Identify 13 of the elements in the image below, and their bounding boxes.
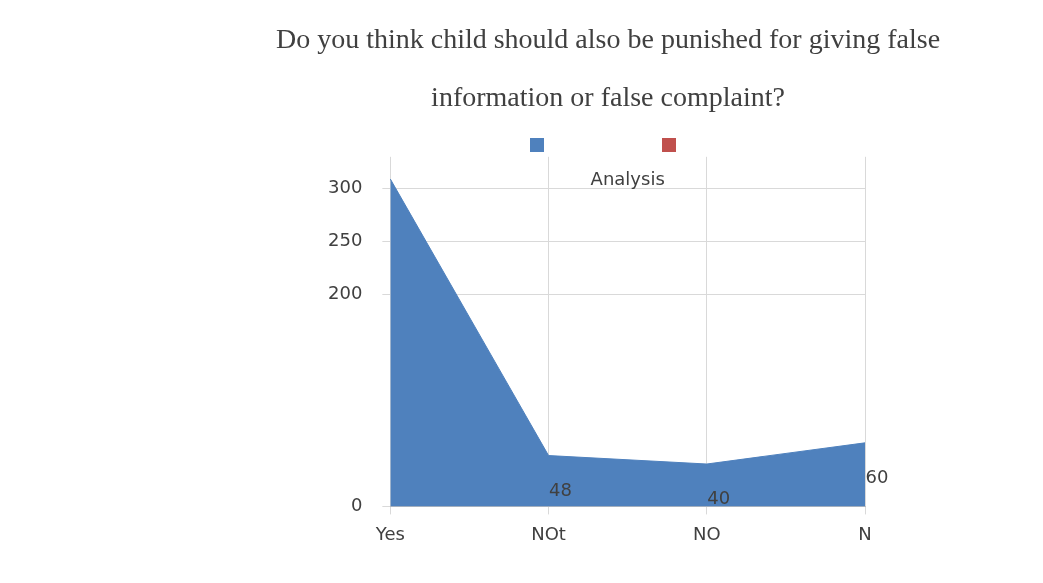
chart-title: Do you think child should also be punished for giving false information or false complaint? <box>274 22 942 114</box>
data-label: 40 <box>707 487 731 509</box>
x-tick-label: NOt <box>531 522 566 544</box>
x-tick-label: Yes <box>374 522 405 544</box>
y-tick-label: 300 <box>328 176 363 198</box>
y-tick-label: 250 <box>328 229 363 251</box>
y-tick-label: 0 <box>350 494 363 516</box>
data-label: 60 <box>865 465 889 487</box>
x-tick-label: NO <box>692 522 721 544</box>
data-label: 48 <box>549 478 573 500</box>
y-tick-label: 200 <box>328 282 363 304</box>
x-tick-label: N <box>858 522 872 544</box>
annotation: Analysis <box>590 167 665 189</box>
